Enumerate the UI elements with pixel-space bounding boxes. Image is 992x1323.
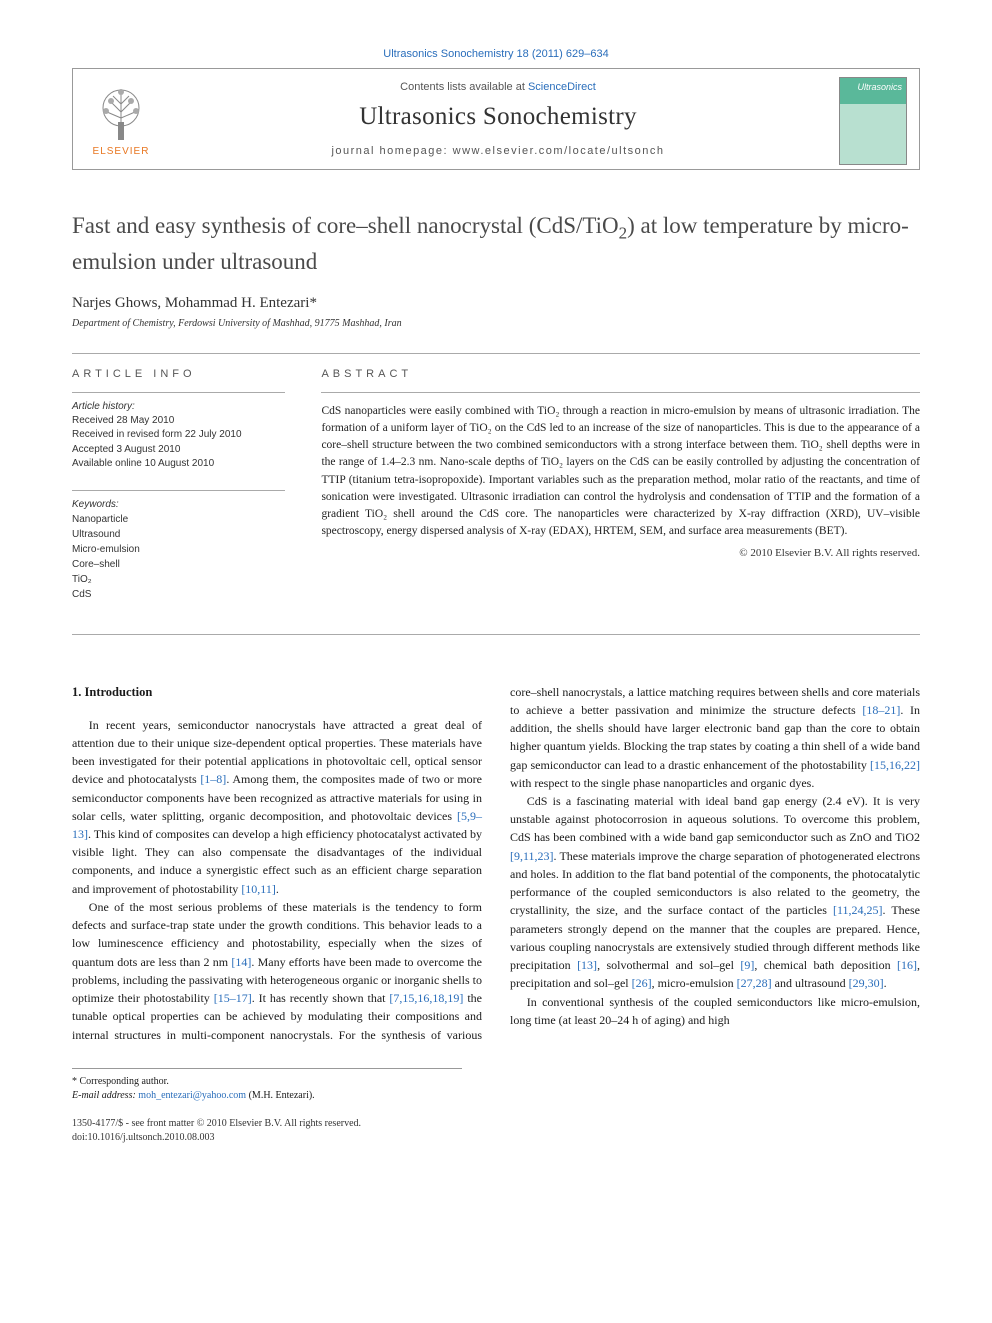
homepage-prefix: journal homepage:	[331, 145, 452, 157]
body-paragraph: In conventional synthesis of the coupled…	[510, 993, 920, 1029]
abstract-column: ABSTRACT CdS nanoparticles were easily c…	[309, 354, 920, 620]
homepage-url[interactable]: www.elsevier.com/locate/ultsonch	[453, 145, 665, 157]
author-names: Narjes Ghows, Mohammad H. Entezari	[72, 295, 309, 311]
cover-title: Ultrasonics	[857, 82, 902, 92]
front-matter-line: 1350-4177/$ - see front matter © 2010 El…	[72, 1117, 361, 1131]
citation-link[interactable]: [27,28]	[737, 976, 772, 990]
sciencedirect-link[interactable]: ScienceDirect	[528, 81, 596, 93]
journal-homepage: journal homepage: www.elsevier.com/locat…	[157, 145, 839, 157]
title-sub: 2	[619, 224, 628, 243]
citation-link[interactable]: [29,30]	[849, 976, 884, 990]
elsevier-logo: ELSEVIER	[85, 77, 157, 157]
rule-bottom	[72, 634, 920, 635]
email-suffix: (M.H. Entezari).	[246, 1090, 315, 1101]
citation-link[interactable]: [16]	[897, 958, 917, 972]
copyright-line: © 2010 Elsevier B.V. All rights reserved…	[321, 547, 920, 559]
email-line: E-mail address: moh_entezari@yahoo.com (…	[72, 1089, 462, 1103]
section-1-heading: 1. Introduction	[72, 683, 482, 702]
citation-link[interactable]: [18–21]	[862, 703, 900, 717]
citation-link[interactable]: [10,11]	[241, 882, 276, 896]
citation-link[interactable]: [15,16,22]	[870, 758, 920, 772]
history-label: Article history:	[72, 401, 285, 412]
contents-prefix: Contents lists available at	[400, 81, 528, 93]
keyword: Nanoparticle	[72, 512, 285, 527]
footer-left: 1350-4177/$ - see front matter © 2010 El…	[72, 1117, 361, 1145]
abstract-text: CdS nanoparticles were easily combined w…	[321, 393, 920, 541]
citation-link[interactable]: [11,24,25]	[833, 903, 883, 917]
keyword: Ultrasound	[72, 527, 285, 542]
journal-name: Ultrasonics Sonochemistry	[157, 103, 839, 131]
citation-link[interactable]: [15–17]	[214, 991, 252, 1005]
footer-bar: 1350-4177/$ - see front matter © 2010 El…	[72, 1117, 920, 1145]
history-item: Accepted 3 August 2010	[72, 443, 285, 458]
doi-line: doi:10.1016/j.ultsonch.2010.08.003	[72, 1131, 361, 1145]
article-history-block: Article history: Received 28 May 2010 Re…	[72, 393, 285, 472]
article-info-column: ARTICLE INFO Article history: Received 2…	[72, 354, 309, 620]
citation-link[interactable]: [13]	[577, 958, 597, 972]
citation-link[interactable]: [1–8]	[200, 772, 226, 786]
keywords-block: Keywords: Nanoparticle Ultrasound Micro-…	[72, 491, 285, 602]
citation-link[interactable]: [14]	[231, 955, 251, 969]
corresponding-author-note: * Corresponding author.	[72, 1075, 462, 1089]
elsevier-label: ELSEVIER	[93, 146, 150, 157]
keyword: CdS	[72, 587, 285, 602]
article-info-heading: ARTICLE INFO	[72, 368, 285, 380]
history-item: Available online 10 August 2010	[72, 457, 285, 472]
abstract-heading: ABSTRACT	[321, 368, 920, 380]
header-citation: Ultrasonics Sonochemistry 18 (2011) 629–…	[72, 48, 920, 60]
keyword: Micro-emulsion	[72, 542, 285, 557]
footnotes-block: * Corresponding author. E-mail address: …	[72, 1068, 462, 1103]
tree-icon	[91, 84, 151, 144]
page-root: Ultrasonics Sonochemistry 18 (2011) 629–…	[0, 0, 992, 1185]
authors-line: Narjes Ghows, Mohammad H. Entezari*	[72, 295, 920, 312]
body-two-column: 1. Introduction In recent years, semicon…	[72, 683, 920, 1044]
keyword: TiO₂	[72, 572, 285, 587]
citation-link[interactable]: [7,15,16,18,19]	[389, 991, 463, 1005]
email-label: E-mail address:	[72, 1090, 138, 1101]
affiliation: Department of Chemistry, Ferdowsi Univer…	[72, 318, 920, 329]
keyword: Core–shell	[72, 557, 285, 572]
contents-available-line: Contents lists available at ScienceDirec…	[157, 81, 839, 93]
citation-link[interactable]: [9]	[740, 958, 754, 972]
publisher-logo-block: ELSEVIER	[85, 77, 157, 157]
article-title: Fast and easy synthesis of core–shell na…	[72, 210, 920, 277]
journal-cover-thumbnail: Ultrasonics	[839, 77, 907, 165]
citation-link[interactable]: [9,11,23]	[510, 849, 554, 863]
body-paragraph: In recent years, semiconductor nanocryst…	[72, 716, 482, 898]
title-pre: Fast and easy synthesis of core–shell na…	[72, 213, 619, 238]
history-item: Received 28 May 2010	[72, 414, 285, 429]
info-abstract-row: ARTICLE INFO Article history: Received 2…	[72, 354, 920, 620]
journal-header-box: ELSEVIER Contents lists available at Sci…	[72, 68, 920, 170]
corresponding-mark: *	[309, 295, 317, 311]
email-link[interactable]: moh_entezari@yahoo.com	[138, 1090, 246, 1101]
keywords-label: Keywords:	[72, 499, 285, 510]
citation-link[interactable]: [26]	[632, 976, 652, 990]
history-item: Received in revised form 22 July 2010	[72, 428, 285, 443]
body-paragraph: CdS is a fascinating material with ideal…	[510, 792, 920, 993]
